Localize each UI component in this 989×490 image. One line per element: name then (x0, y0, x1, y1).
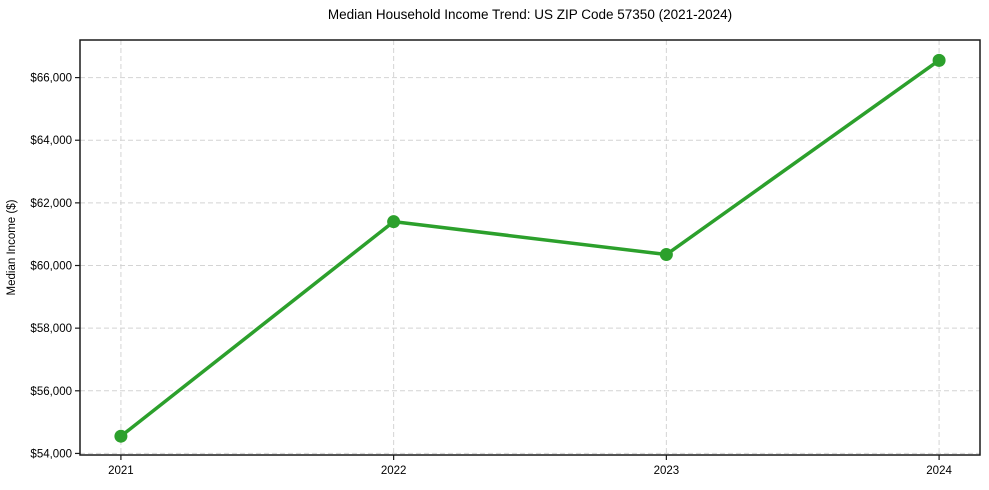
x-tick-label: 2022 (381, 465, 407, 477)
x-tick-label: 2024 (926, 465, 952, 477)
y-tick-label: $66,000 (30, 73, 72, 85)
plot-area: $54,000 $56,000 $58,000 $60,000 $62,000 $64,0… (30, 39, 981, 477)
x-tick-label: 2023 (654, 465, 680, 477)
trend-line (119, 58, 941, 438)
axes-spines (79, 39, 981, 456)
data-point-marker (932, 53, 946, 67)
y-tick-label: $64,000 (30, 135, 72, 147)
data-point-marker (387, 215, 401, 229)
y-tick-label: $54,000 (30, 448, 72, 460)
y-tick-label: $56,000 (30, 386, 72, 398)
y-tick-label: $58,000 (30, 323, 72, 335)
y-axis-label: Median Income ($) (6, 199, 18, 295)
data-point-marker (114, 429, 128, 443)
x-tick-label: 2021 (108, 465, 134, 477)
y-tick-label: $62,000 (30, 198, 72, 210)
data-point-marker (659, 248, 673, 262)
chart-title: Median Household Income Trend: US ZIP Co… (327, 7, 733, 22)
y-tick-label: $60,000 (30, 261, 72, 273)
